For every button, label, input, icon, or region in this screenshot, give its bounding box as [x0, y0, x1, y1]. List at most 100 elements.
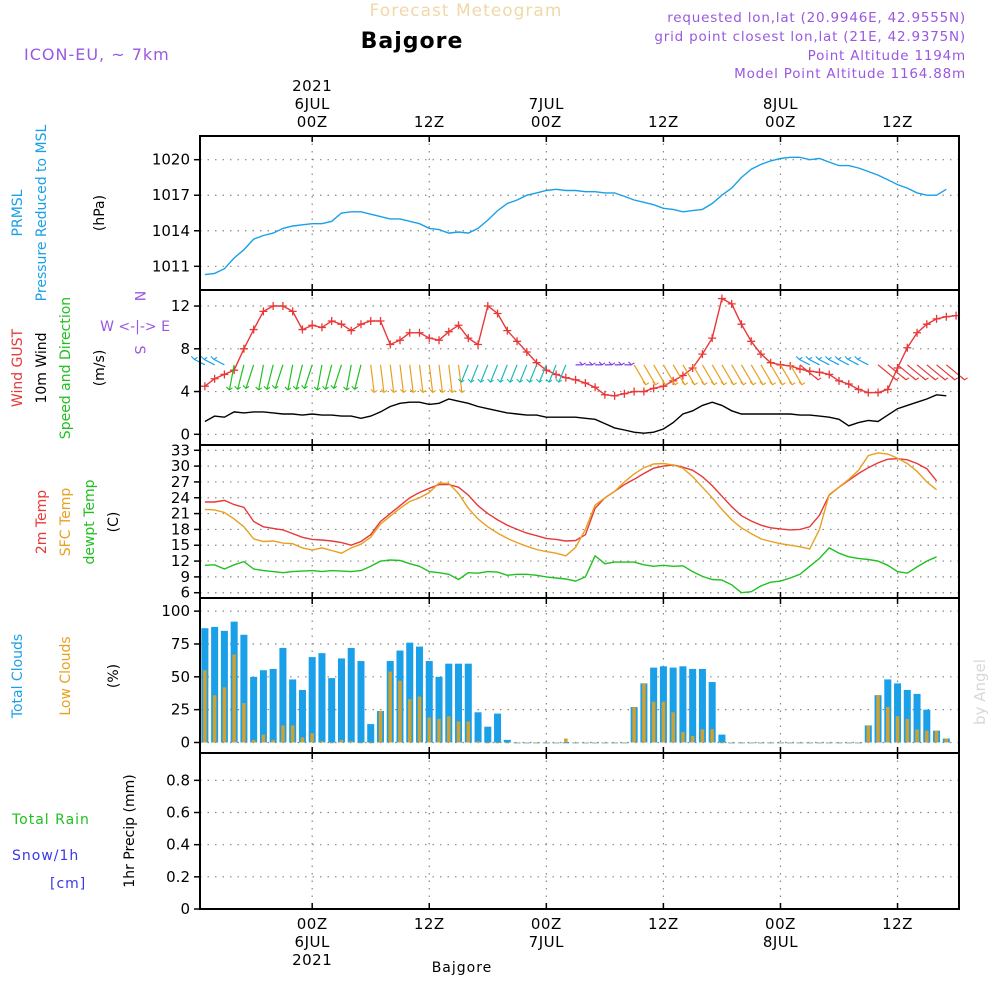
- time-label-bottom: 00Z: [765, 915, 796, 933]
- wind-arrow-head: [409, 389, 417, 394]
- y-axis-label: (%): [106, 664, 122, 688]
- wind-arrow-head: [815, 355, 823, 361]
- wind-arrow-head: [834, 355, 842, 361]
- time-label-bottom: 12Z: [414, 915, 445, 933]
- total-cloud-bar: [455, 663, 463, 743]
- wind-arrow-head: [598, 361, 606, 366]
- gust-marker: [317, 323, 326, 332]
- low-cloud-bar: [876, 695, 880, 743]
- y-axis-label: Total Rain: [11, 812, 90, 828]
- y-tick-label: 0: [180, 900, 190, 918]
- wind-arrow-head: [284, 386, 292, 391]
- y-axis-label: Pressure Reduced to MSL: [34, 124, 50, 301]
- wind-arrow-head: [691, 381, 698, 386]
- y-tick-label: 75: [171, 635, 190, 653]
- wind-arrow: [470, 364, 479, 383]
- wind-arrow: [333, 364, 343, 389]
- wind-arrow-head: [190, 355, 198, 361]
- low-cloud-bar: [690, 735, 695, 743]
- requested-coords: requested lon,lat (20.9946E, 42.9555N): [667, 10, 966, 26]
- total-cloud-bar: [718, 734, 726, 743]
- wind-arrow-head: [496, 378, 504, 383]
- y-axis-label: Speed and Direction: [58, 297, 74, 439]
- low-cloud-bar: [925, 730, 929, 743]
- gust-marker: [376, 317, 385, 325]
- gust-marker: [737, 320, 746, 329]
- low-cloud-bar: [886, 707, 890, 743]
- low-cloud-bar: [271, 739, 275, 743]
- wind-arrow-head: [526, 378, 533, 383]
- wind-arrow-head: [854, 355, 862, 361]
- total-cloud-bar: [406, 642, 414, 743]
- total-cloud-bar: [562, 742, 570, 744]
- gust-marker: [561, 373, 570, 382]
- low-cloud-bar: [700, 729, 705, 743]
- y-tick-label: 9: [180, 568, 190, 586]
- wind-arrow-head: [263, 385, 271, 390]
- low-cloud-bar: [495, 742, 500, 744]
- gust-marker: [708, 334, 717, 343]
- gust-marker: [620, 389, 629, 398]
- y-axis-label: dewpt Temp: [82, 479, 98, 564]
- wind-arrow-head: [931, 376, 939, 381]
- wind-arrow-head: [844, 355, 852, 361]
- gust-marker: [474, 340, 483, 349]
- gust-marker: [942, 312, 951, 321]
- total-cloud-bar: [259, 670, 267, 743]
- wind-arrow-head: [627, 361, 635, 366]
- low-cloud-bar: [817, 742, 822, 744]
- low-cloud-bar: [329, 742, 334, 744]
- gust-marker: [630, 387, 639, 396]
- gust-marker: [747, 337, 756, 346]
- total-cloud-bar: [503, 739, 511, 743]
- gust-marker: [200, 382, 209, 391]
- low-cloud-bar: [388, 671, 392, 743]
- low-cloud-bar: [427, 717, 432, 743]
- gust-marker: [717, 294, 726, 303]
- low-cloud-bar: [349, 741, 353, 743]
- low-cloud-bar: [847, 742, 851, 744]
- wind-arrow: [548, 364, 557, 383]
- low-cloud-bar: [720, 742, 724, 744]
- wind-arrow: [721, 364, 735, 386]
- y-tick-label: 0.6: [166, 804, 190, 822]
- low-cloud-bar: [437, 718, 441, 743]
- total-cloud-bar: [435, 676, 443, 743]
- wind-arrow-head: [951, 376, 959, 381]
- wind-arrow: [438, 364, 444, 393]
- time-label-top: 12Z: [414, 113, 445, 131]
- y-tick-label: 1017: [152, 186, 190, 204]
- gust-marker: [454, 321, 463, 330]
- wind-arrow: [228, 364, 235, 391]
- low-cloud-bar: [242, 703, 246, 743]
- total-cloud-bar: [250, 676, 258, 743]
- wind-arrow: [213, 358, 225, 366]
- low-cloud-bar: [232, 654, 236, 743]
- wind-arrow-head: [681, 381, 689, 386]
- gust-marker: [825, 370, 834, 379]
- low-cloud-bar: [768, 742, 773, 744]
- gust-marker: [405, 328, 414, 337]
- gust-marker: [795, 365, 804, 374]
- wind-arrow-head: [961, 376, 968, 381]
- y-tick-label: 21: [171, 505, 190, 523]
- low-cloud-bar: [661, 701, 666, 743]
- total-cloud-bar: [903, 689, 911, 743]
- gust-marker: [269, 302, 278, 311]
- wind-arrow-head: [322, 385, 329, 390]
- gust-marker: [835, 376, 844, 385]
- wind-arrow-head: [330, 385, 338, 390]
- model-name: ICON-EU, ~ 7km: [24, 45, 170, 64]
- low-cloud-bar: [681, 731, 685, 743]
- gust-marker: [864, 388, 873, 397]
- gust-marker: [444, 327, 453, 336]
- y-axis-label: SFC Temp: [58, 488, 74, 557]
- time-label-top: 12Z: [648, 113, 679, 131]
- wind-arrow-head: [400, 389, 407, 394]
- total-cloud-bar: [474, 712, 482, 743]
- total-cloud-bar: [445, 663, 453, 743]
- low-cloud-bar: [515, 742, 519, 744]
- y-tick-label: 27: [171, 473, 190, 491]
- gust-marker: [386, 340, 395, 349]
- y-axis-label: Total Clouds: [10, 634, 26, 719]
